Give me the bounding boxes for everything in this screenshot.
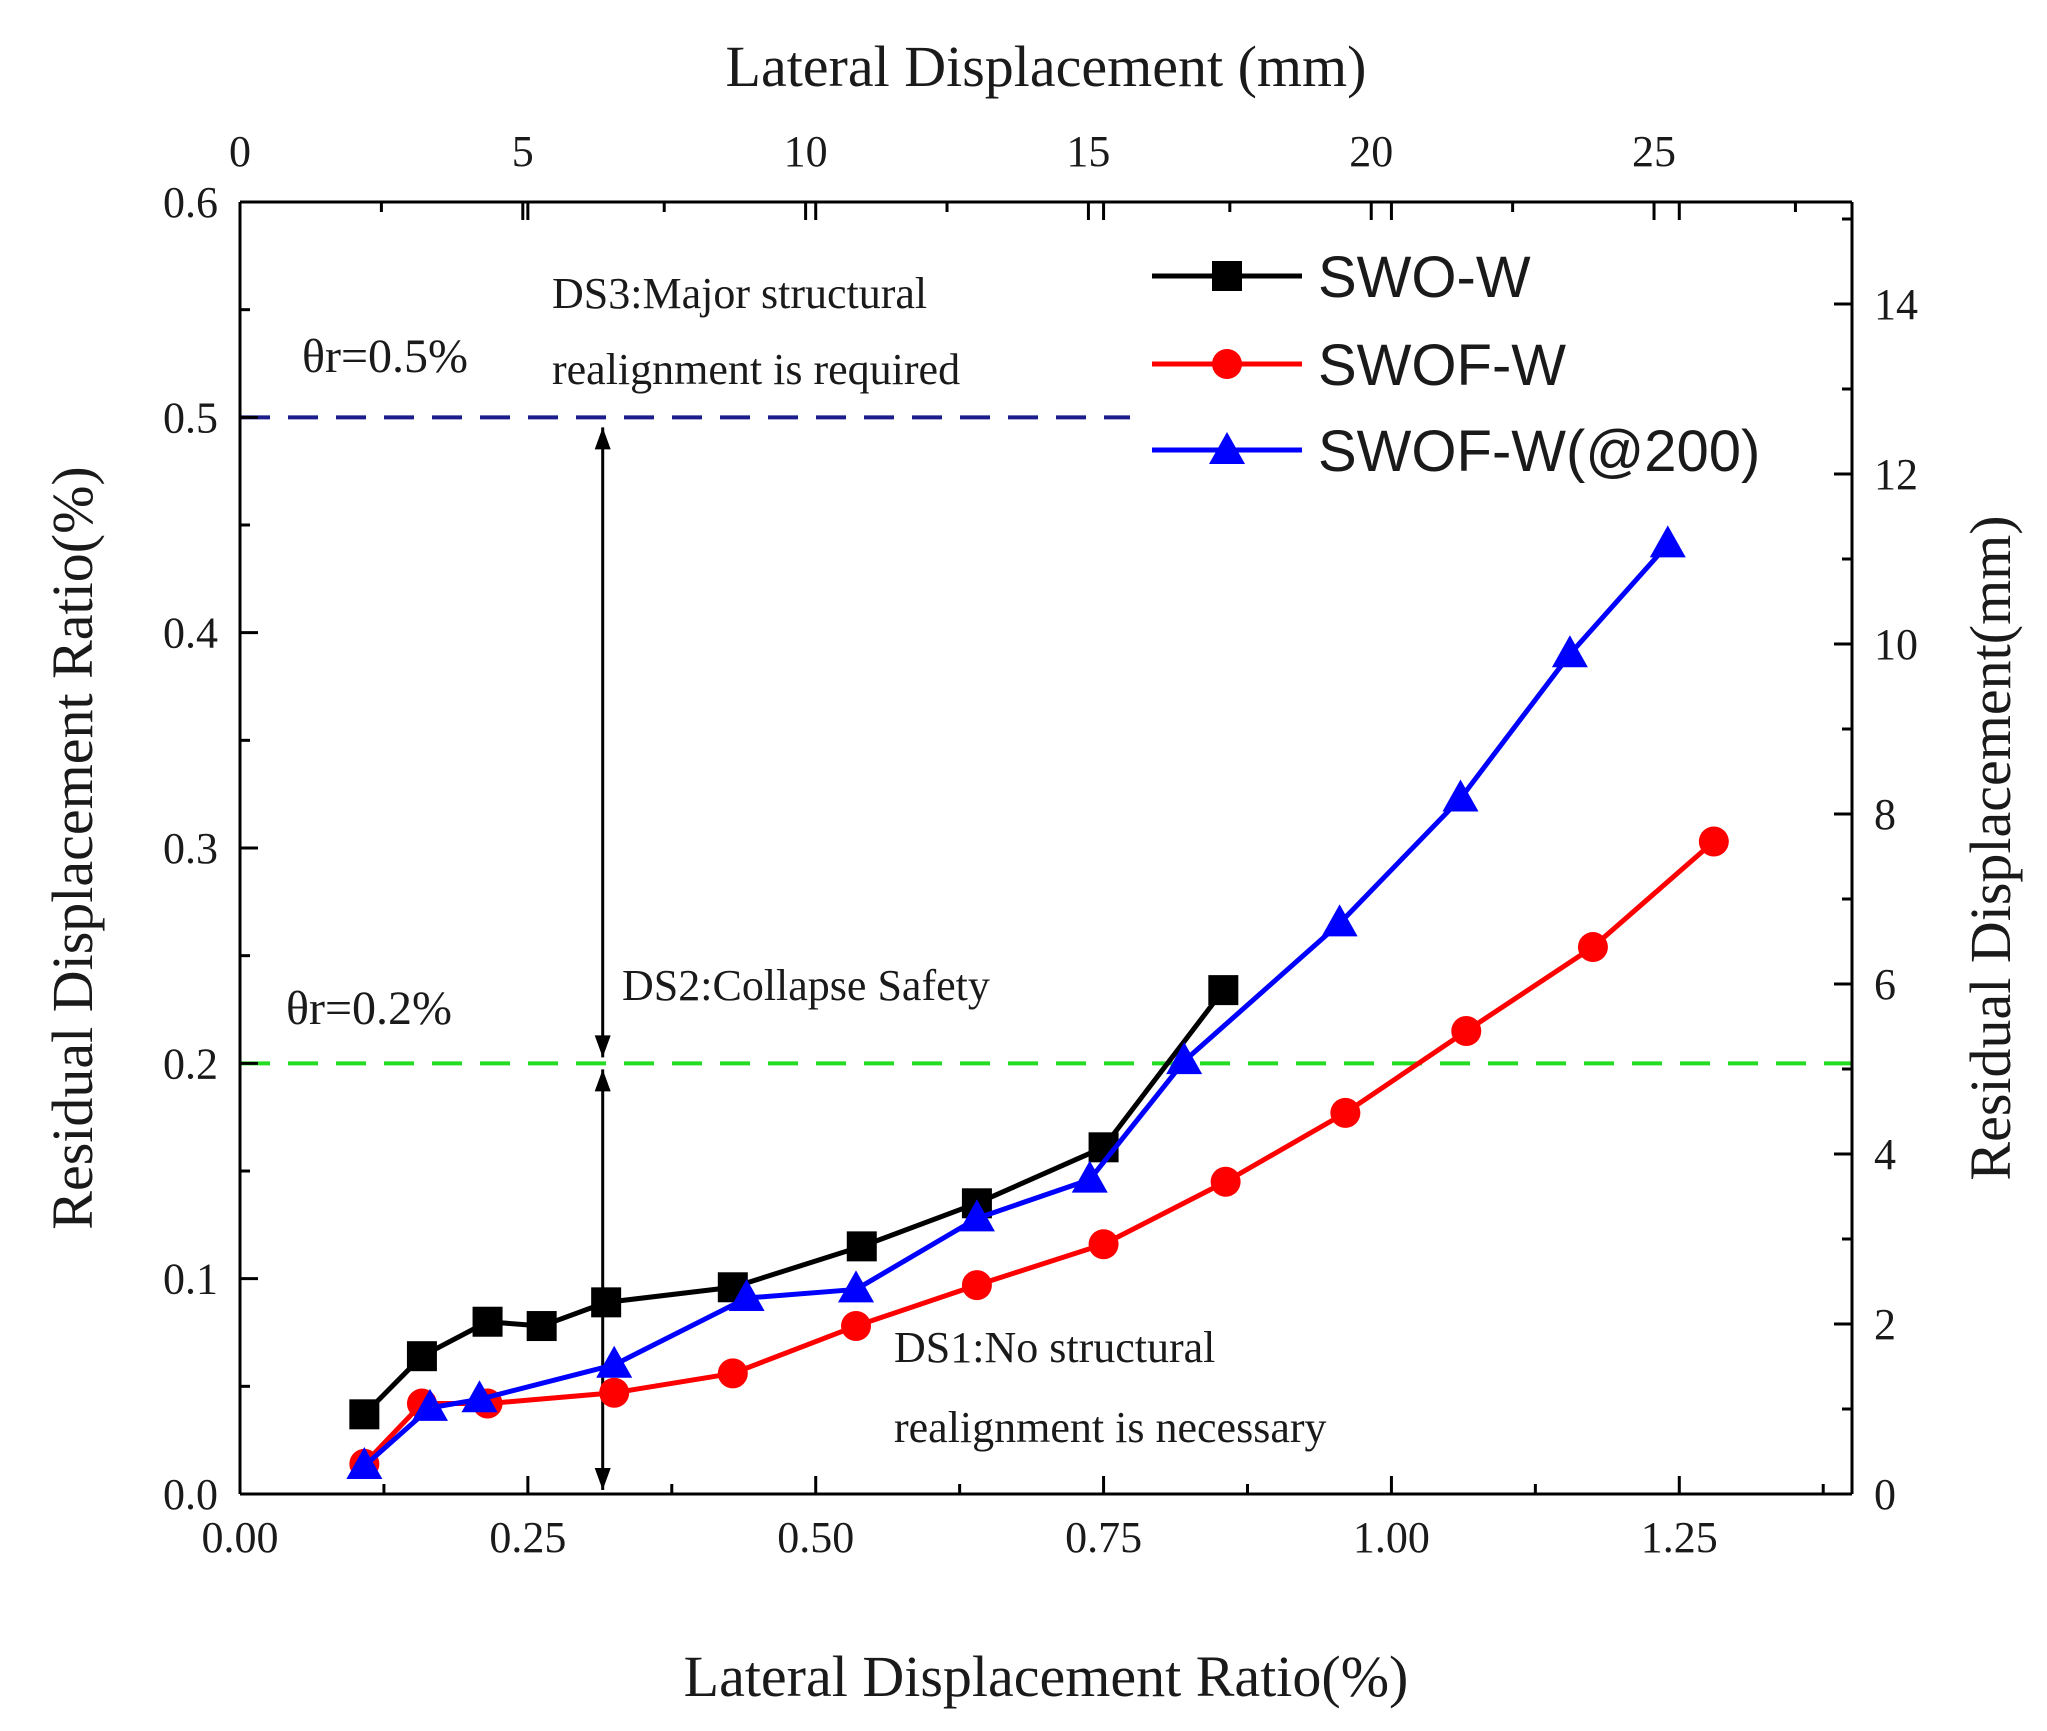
threshold-lines: [240, 415, 1852, 1066]
y-tick-label: 0.5: [163, 393, 218, 442]
point-swof-w200: [728, 1279, 765, 1312]
x-tick-label: 1.00: [1353, 1513, 1430, 1562]
ds3-annotation-line2: realignment is required: [552, 345, 960, 394]
ds1-arrow-head-bottom: [594, 1468, 611, 1490]
ds1-annotation-line2: realignment is necessary: [894, 1403, 1327, 1452]
y-axis-title: Residual Displacement Ratio(%): [40, 466, 105, 1229]
point-swo-w: [591, 1287, 622, 1318]
point-swo-w: [472, 1306, 503, 1337]
point-swof-w: [599, 1377, 630, 1408]
y-tick-label: 0.2: [163, 1039, 218, 1088]
x-tick-label: 1.25: [1641, 1513, 1718, 1562]
y2-tick-label: 14: [1874, 280, 1918, 329]
point-swof-w200: [1551, 635, 1588, 668]
y2-tick-label: 4: [1874, 1130, 1896, 1179]
legend-swof-w-marker: [1212, 349, 1242, 379]
point-swof-w: [1088, 1229, 1119, 1260]
point-swof-w: [841, 1311, 872, 1342]
point-swo-w: [1208, 975, 1239, 1006]
x2-axis-title: Lateral Displacement (mm): [726, 34, 1367, 99]
x-tick-label: 0.00: [202, 1513, 279, 1562]
threshold-label-0-5: θr=0.5%: [302, 330, 468, 383]
point-swof-w: [961, 1270, 992, 1301]
x2-tick-label: 0: [229, 127, 251, 176]
y-tick-label: 0.3: [163, 824, 218, 873]
x-tick-label: 0.75: [1065, 1513, 1142, 1562]
x2-tick-label: 10: [784, 127, 828, 176]
y-tick-label: 0.1: [163, 1255, 218, 1304]
point-swof-w200: [1442, 779, 1479, 812]
y2-tick-label: 12: [1874, 450, 1918, 499]
point-swof-w200: [838, 1270, 875, 1303]
threshold-label-0-2: θr=0.2%: [286, 982, 452, 1035]
ds1-annotation-line1: DS1:No structural: [894, 1323, 1215, 1372]
point-swof-w200: [411, 1388, 448, 1421]
x-axis-title: Lateral Displacement Ratio(%): [684, 1644, 1409, 1709]
legend-swof-w200-label: SWOF-W(@200): [1318, 419, 1760, 484]
point-swof-w200: [346, 1447, 383, 1480]
ds2-annotation: DS2:Collapse Safety: [622, 961, 990, 1010]
x-tick-label: 0.25: [489, 1513, 566, 1562]
point-swof-w: [1330, 1097, 1361, 1128]
y2-tick-label: 2: [1874, 1300, 1896, 1349]
ds3-ds2-arrow-head-bottom: [594, 1035, 611, 1058]
ds3-ds2-arrow-head-top: [594, 427, 611, 450]
point-swof-w200: [596, 1345, 633, 1378]
point-swof-w200: [1321, 904, 1358, 937]
point-swo-w: [846, 1231, 877, 1262]
point-swo-w: [406, 1341, 437, 1372]
y2-tick-label: 8: [1874, 790, 1896, 839]
x2-tick-label: 15: [1066, 127, 1110, 176]
x2-tick-label: 20: [1349, 127, 1393, 176]
y-tick-label: 0.4: [163, 609, 218, 658]
x2-tick-label: 25: [1632, 127, 1676, 176]
y-tick-label: 0.0: [163, 1470, 218, 1519]
y2-axis-title: Residual Displacement(mm): [1958, 515, 2023, 1180]
legend-swo-w-label: SWO-W: [1318, 245, 1531, 310]
y2-tick-label: 10: [1874, 620, 1918, 669]
series-layer: [346, 525, 1729, 1480]
series-line-0: [362, 988, 1226, 1417]
legend: SWO-W SWOF-W SWOF-W(@200): [1152, 245, 1760, 484]
legend-swo-w-marker: [1212, 261, 1242, 291]
point-swof-w200: [461, 1380, 498, 1413]
ds1-arrow-head-top: [594, 1069, 611, 1092]
damage-state-arrow: [594, 427, 611, 1490]
y2-tick-label: 0: [1874, 1470, 1896, 1519]
point-swof-w: [1451, 1016, 1482, 1047]
legend-swof-w-label: SWOF-W: [1318, 333, 1566, 398]
point-swof-w200: [958, 1199, 995, 1232]
x2-tick-label: 5: [512, 127, 534, 176]
point-swof-w: [1210, 1166, 1241, 1197]
point-swof-w200: [1649, 525, 1686, 558]
point-swof-w200: [1071, 1160, 1108, 1193]
point-swof-w200: [1166, 1042, 1203, 1075]
y-tick-label: 0.6: [163, 178, 218, 227]
point-swo-w: [526, 1311, 557, 1342]
point-swof-w: [1577, 932, 1608, 963]
ticks-layer: 0.00 0.25 0.50 0.75 1.00 1.250.00.10.20.30.40…: [163, 127, 1918, 1562]
point-swo-w: [349, 1399, 380, 1430]
legend-swof-w200-marker: [1209, 432, 1245, 464]
x-tick-label: 0.50: [777, 1513, 854, 1562]
ds3-annotation-line1: DS3:Major structural: [552, 269, 927, 318]
y2-tick-label: 6: [1874, 960, 1896, 1009]
point-swof-w: [717, 1358, 748, 1389]
point-swof-w: [1698, 826, 1729, 857]
